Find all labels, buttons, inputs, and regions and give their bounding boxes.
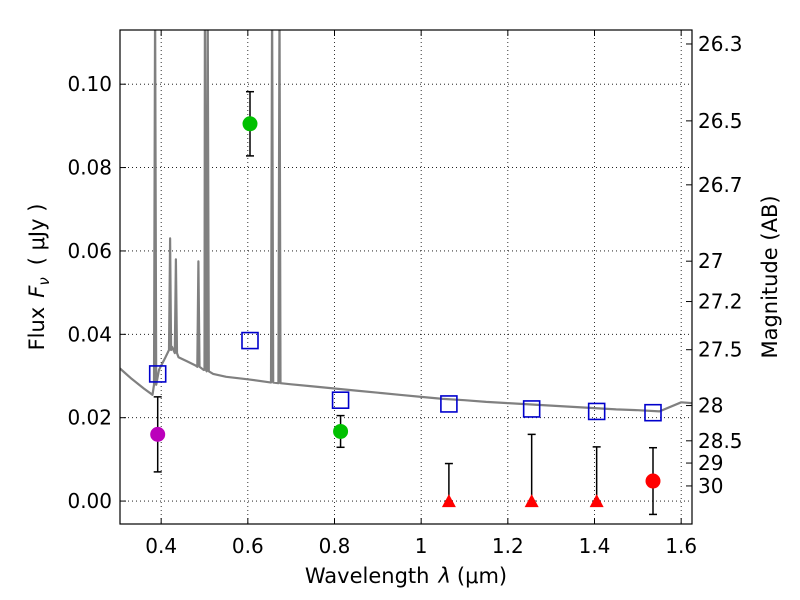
model-point-marker [522, 400, 541, 418]
mag-tick-label: 28.5 [698, 429, 743, 453]
y-tick-label: 0.00 [67, 489, 112, 513]
x-tick-label: 1.6 [665, 534, 697, 558]
mag-tick-label: 29 [698, 451, 723, 475]
model-point-marker [644, 403, 662, 422]
model-point-marker [148, 365, 167, 383]
data-markers [148, 116, 662, 508]
x-tick-label: 0.8 [319, 534, 351, 558]
x-tick-label: 0.6 [232, 534, 264, 558]
mag-tick-label: 28 [698, 394, 723, 418]
axis-ticks: 0.4 0.6 0.8 1 1.2 1.4 1.6 0.00 0.02 0.04 0.06 0.08 0… [67, 30, 743, 558]
mag-tick-label: 26.5 [698, 109, 743, 133]
x-tick-label: 1 [415, 534, 428, 558]
mag-tick-label: 27.5 [698, 338, 743, 362]
model-spectrum [120, 30, 692, 413]
mag-tick-label: 27 [698, 249, 723, 273]
x-tick-label: 0.4 [145, 534, 177, 558]
x-axis-label: Wavelength λ (μm) [305, 564, 507, 588]
mag-tick-label: 26.3 [698, 32, 743, 56]
mag-tick-label: 30 [698, 474, 723, 498]
data-point-marker [150, 426, 166, 442]
y-tick-label: 0.06 [67, 239, 112, 263]
y2-axis-label: Magnitude (AB) [758, 195, 782, 358]
model-point-marker [587, 402, 606, 421]
y-tick-label: 0.02 [67, 406, 112, 430]
upper-limit-marker [524, 494, 539, 508]
x-tick-label: 1.2 [492, 534, 524, 558]
y-tick-label: 0.10 [67, 72, 112, 96]
y-tick-label: 0.08 [67, 156, 112, 180]
mag-tick-label: 27.2 [698, 290, 743, 314]
model-point-marker [241, 331, 259, 350]
mag-tick-label: 26.7 [698, 173, 743, 197]
data-point-marker [333, 423, 349, 439]
x-tick-label: 1.4 [579, 534, 611, 558]
data-point-marker [242, 116, 258, 132]
upper-limit-marker [589, 494, 604, 508]
model-spectrum-line [120, 30, 692, 413]
model-point-marker [331, 391, 350, 409]
data-point-marker [645, 473, 661, 489]
y-tick-label: 0.04 [67, 322, 112, 346]
upper-limit-marker [441, 494, 456, 508]
model-point-marker [440, 395, 458, 413]
plot-frame [119, 29, 693, 525]
y-axis-label: FluxFν( μJy ) [25, 204, 53, 351]
